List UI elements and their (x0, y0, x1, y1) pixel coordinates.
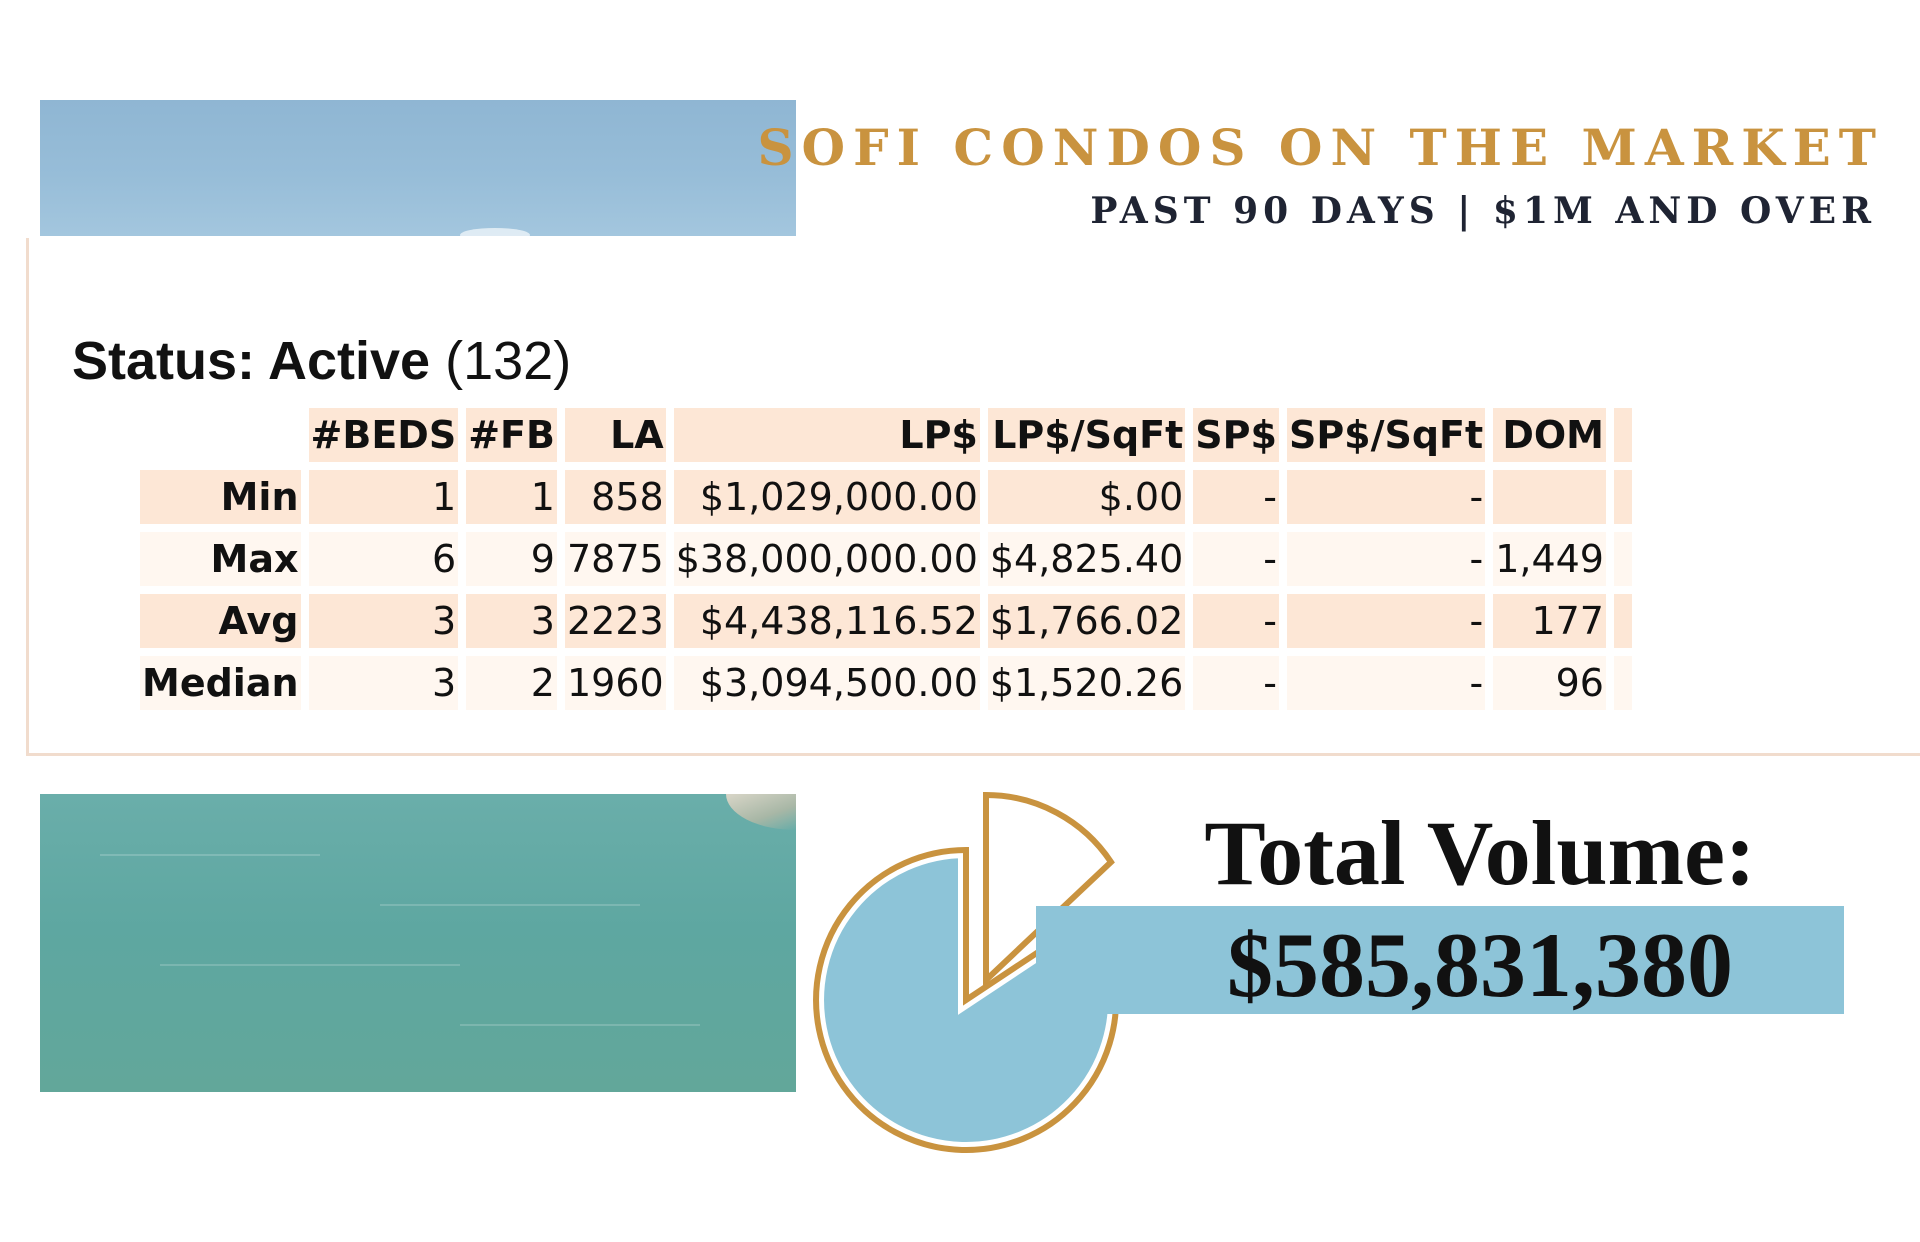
table-cell: $.00 (987, 470, 1186, 524)
pie-slice-outline (813, 846, 1120, 1153)
table-cell-extra (1613, 532, 1632, 586)
column-header-sp: SP$ (1193, 408, 1279, 462)
column-header-la: LA (564, 408, 666, 462)
table-cell: - (1193, 594, 1279, 648)
row-label: Median (140, 656, 301, 710)
ocean-photo (40, 794, 796, 1092)
column-header-dom: DOM (1493, 408, 1606, 462)
table-cell: - (1193, 656, 1279, 710)
status-label: Status: Active (72, 331, 431, 391)
page-title: SOFI CONDOS ON THE MARKET (757, 118, 1884, 177)
table-row: Max 6 9 7875 $38,000,000.00 $4,825.40 - … (140, 532, 1632, 586)
table-cell: 2223 (564, 594, 666, 648)
table-cell: 3 (466, 594, 557, 648)
table-cell: 1960 (564, 656, 666, 710)
cloud-shape (460, 228, 530, 236)
table-cell: $4,438,116.52 (673, 594, 980, 648)
sky-photo (40, 100, 796, 236)
table-cell (1493, 470, 1606, 524)
table-row: Avg 3 3 2223 $4,438,116.52 $1,766.02 - -… (140, 594, 1632, 648)
table-row: Median 3 2 1960 $3,094,500.00 $1,520.26 … (140, 656, 1632, 710)
table-cell: $1,520.26 (987, 656, 1186, 710)
status-count: (132) (445, 331, 572, 391)
wave-line (100, 854, 320, 856)
table-cell: $1,766.02 (987, 594, 1186, 648)
pie-chart-icon (808, 791, 1125, 1158)
table-cell: - (1286, 532, 1486, 586)
table-cell: 177 (1493, 594, 1606, 648)
column-header-sp-sqft: SP$/SqFt (1286, 408, 1486, 462)
column-header-lp: LP$ (673, 408, 980, 462)
table-cell: $38,000,000.00 (673, 532, 980, 586)
table-cell: 7875 (564, 532, 666, 586)
table-cell: - (1286, 656, 1486, 710)
table-cell-extra (1613, 594, 1632, 648)
table-header-row: #BEDS #FB LA LP$ LP$/SqFt SP$ SP$/SqFt D… (140, 408, 1632, 462)
table-cell: - (1193, 470, 1279, 524)
table-cell: 1 (308, 470, 459, 524)
total-volume-label: Total Volume: (1204, 802, 1756, 904)
table-cell: 3 (308, 594, 459, 648)
stats-table: #BEDS #FB LA LP$ LP$/SqFt SP$ SP$/SqFt D… (132, 400, 1640, 718)
column-header-extra (1613, 408, 1632, 462)
table-cell: $1,029,000.00 (673, 470, 980, 524)
row-label: Min (140, 470, 301, 524)
column-header-beds: #BEDS (308, 408, 459, 462)
table-cell-extra (1613, 656, 1632, 710)
page-subtitle: PAST 90 DAYS | $1M AND OVER (1090, 190, 1876, 232)
table-cell: 1,449 (1493, 532, 1606, 586)
volume-bar (1036, 906, 1844, 1014)
table-cell: 3 (308, 656, 459, 710)
table-corner (140, 408, 301, 462)
table-cell: $4,825.40 (987, 532, 1186, 586)
total-volume-value: $585,831,380 (1227, 914, 1733, 1016)
table-cell: - (1286, 470, 1486, 524)
status-heading: Status: Active (132) (72, 330, 571, 392)
table-row: Min 1 1 858 $1,029,000.00 $.00 - - (140, 470, 1632, 524)
table-cell: 96 (1493, 656, 1606, 710)
wave-line (160, 964, 460, 966)
table-cell: - (1286, 594, 1486, 648)
table-cell: - (1193, 532, 1279, 586)
shoreline-shape (726, 794, 796, 830)
wave-line (380, 904, 640, 906)
row-label: Avg (140, 594, 301, 648)
wave-line (460, 1024, 700, 1026)
table-cell: 9 (466, 532, 557, 586)
column-header-fb: #FB (466, 408, 557, 462)
table-cell: 858 (564, 470, 666, 524)
column-header-lp-sqft: LP$/SqFt (987, 408, 1186, 462)
table-cell: $3,094,500.00 (673, 656, 980, 710)
table-cell: 1 (466, 470, 557, 524)
table-cell: 6 (308, 532, 459, 586)
row-label: Max (140, 532, 301, 586)
table-cell: 2 (466, 656, 557, 710)
table-cell-extra (1613, 470, 1632, 524)
pie-slice-exploded (983, 791, 1115, 987)
